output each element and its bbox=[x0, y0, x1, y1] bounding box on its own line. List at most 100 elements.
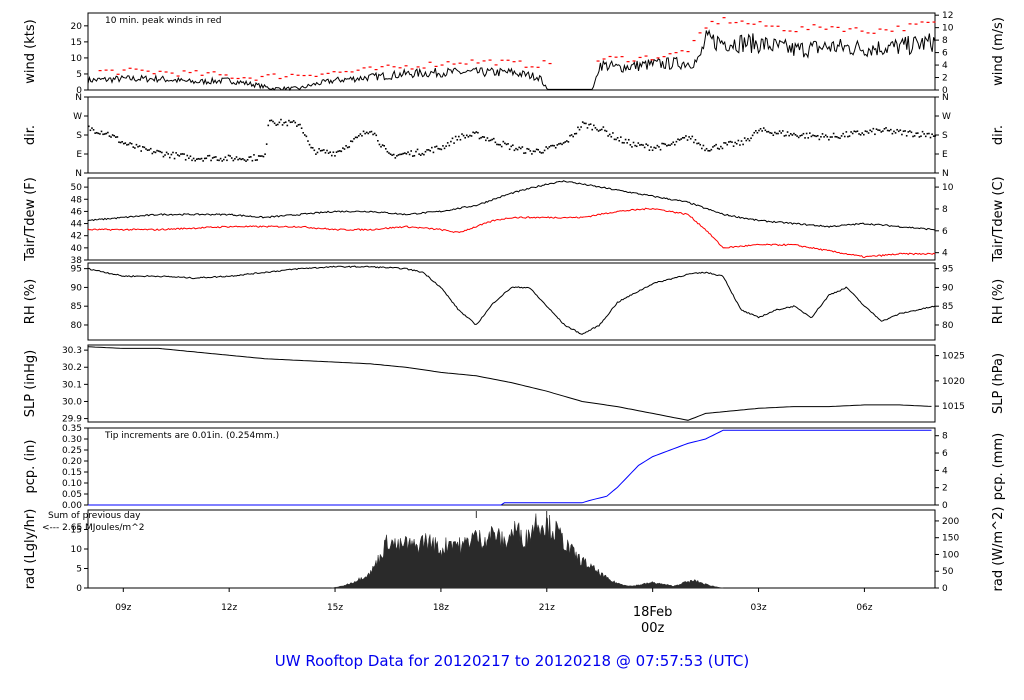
dir-point bbox=[786, 131, 789, 133]
wind-peak-mark bbox=[452, 63, 456, 65]
dir-point bbox=[659, 148, 662, 151]
dir-point bbox=[880, 131, 883, 133]
wind-peak-mark bbox=[542, 60, 546, 62]
dir-point bbox=[743, 137, 746, 139]
dir-point bbox=[734, 141, 736, 144]
dir-point bbox=[521, 146, 524, 148]
ytick-label-right-rad: 150 bbox=[942, 534, 959, 544]
dir-point bbox=[589, 123, 592, 125]
wind-peak-mark bbox=[680, 50, 684, 52]
dir-point bbox=[639, 144, 641, 146]
dir-point bbox=[664, 143, 667, 146]
dir-point bbox=[396, 155, 398, 157]
dir-point bbox=[917, 132, 919, 134]
dir-point bbox=[751, 134, 754, 137]
dir-point bbox=[591, 128, 594, 131]
dir-point bbox=[210, 159, 212, 162]
dir-point bbox=[224, 156, 227, 158]
ytick-label-right-pcp: 4 bbox=[942, 466, 948, 476]
dir-point bbox=[451, 137, 454, 140]
wind-peak-mark bbox=[446, 61, 450, 63]
dir-point bbox=[543, 149, 546, 152]
dir-point bbox=[910, 131, 913, 134]
dir-point bbox=[326, 149, 328, 152]
dir-point bbox=[856, 130, 859, 132]
xtick-label: 03z bbox=[750, 603, 766, 613]
dir-point bbox=[928, 132, 930, 135]
dir-point bbox=[620, 136, 622, 138]
dir-point bbox=[858, 133, 860, 135]
dir-point bbox=[742, 143, 744, 146]
dir-point bbox=[554, 146, 557, 149]
dir-point bbox=[488, 139, 490, 142]
xtick-label: 15z bbox=[327, 603, 343, 613]
dir-point bbox=[423, 153, 425, 156]
dir-point bbox=[635, 145, 638, 148]
dir-point bbox=[548, 146, 551, 148]
dir-point bbox=[647, 144, 649, 147]
dir-point bbox=[923, 133, 925, 135]
dir-point bbox=[650, 146, 652, 148]
dir-point bbox=[793, 132, 795, 135]
dir-point bbox=[359, 133, 362, 135]
wind-peak-mark bbox=[782, 30, 786, 32]
dir-point bbox=[199, 158, 201, 160]
dir-point bbox=[462, 134, 465, 137]
wind-peak-mark bbox=[722, 17, 726, 19]
wind-peak-mark bbox=[440, 64, 444, 66]
dir-point bbox=[408, 153, 411, 156]
dir-point bbox=[332, 151, 335, 154]
dir-point bbox=[330, 154, 333, 157]
dir-point bbox=[254, 159, 257, 161]
dir-point bbox=[794, 134, 797, 136]
wind-peak-mark bbox=[932, 21, 936, 23]
dir-point bbox=[227, 154, 230, 157]
dir-point bbox=[497, 143, 500, 146]
dir-point bbox=[337, 150, 339, 153]
dir-point bbox=[764, 129, 767, 132]
dir-point bbox=[583, 122, 586, 125]
dir-point bbox=[524, 152, 527, 154]
dir-point bbox=[901, 133, 903, 136]
dir-point bbox=[378, 143, 381, 146]
dir-point bbox=[103, 133, 106, 135]
dir-point bbox=[207, 154, 209, 157]
ytick-label-right-slp: 1015 bbox=[942, 402, 965, 412]
dir-point bbox=[194, 159, 197, 162]
dir-point bbox=[145, 148, 147, 150]
dir-point bbox=[918, 136, 921, 138]
dir-point bbox=[508, 148, 511, 151]
dir-point bbox=[370, 130, 373, 133]
dir-point bbox=[186, 154, 189, 157]
dir-point bbox=[269, 119, 271, 122]
wind-peak-mark bbox=[188, 71, 192, 74]
dir-point bbox=[686, 139, 689, 141]
dir-point bbox=[135, 143, 138, 146]
dir-point bbox=[861, 132, 864, 134]
wind-peak-mark bbox=[308, 74, 312, 76]
dir-point bbox=[485, 139, 487, 142]
dir-point bbox=[712, 146, 714, 148]
dir-point bbox=[200, 157, 203, 160]
dir-point bbox=[273, 122, 276, 125]
dir-point bbox=[726, 143, 729, 146]
dir-point bbox=[753, 131, 756, 134]
ytick-label-right-wind: 6 bbox=[942, 49, 948, 59]
dir-point bbox=[670, 143, 673, 145]
dir-point bbox=[559, 142, 562, 145]
dir-point bbox=[473, 132, 476, 134]
ytick-label-rh: 95 bbox=[71, 265, 82, 275]
dir-point bbox=[745, 139, 748, 142]
dir-point bbox=[801, 134, 803, 137]
dir-point bbox=[804, 137, 806, 139]
dir-point bbox=[926, 132, 929, 135]
dir-point bbox=[832, 132, 835, 135]
wind-peak-mark bbox=[908, 23, 912, 25]
dir-point bbox=[192, 157, 195, 160]
ytick-label-right-temp: 10 bbox=[942, 183, 954, 193]
dir-point bbox=[167, 153, 170, 155]
dir-point bbox=[311, 147, 314, 149]
dir-point bbox=[234, 158, 236, 160]
dir-point bbox=[886, 129, 889, 132]
dir-point bbox=[211, 157, 214, 159]
